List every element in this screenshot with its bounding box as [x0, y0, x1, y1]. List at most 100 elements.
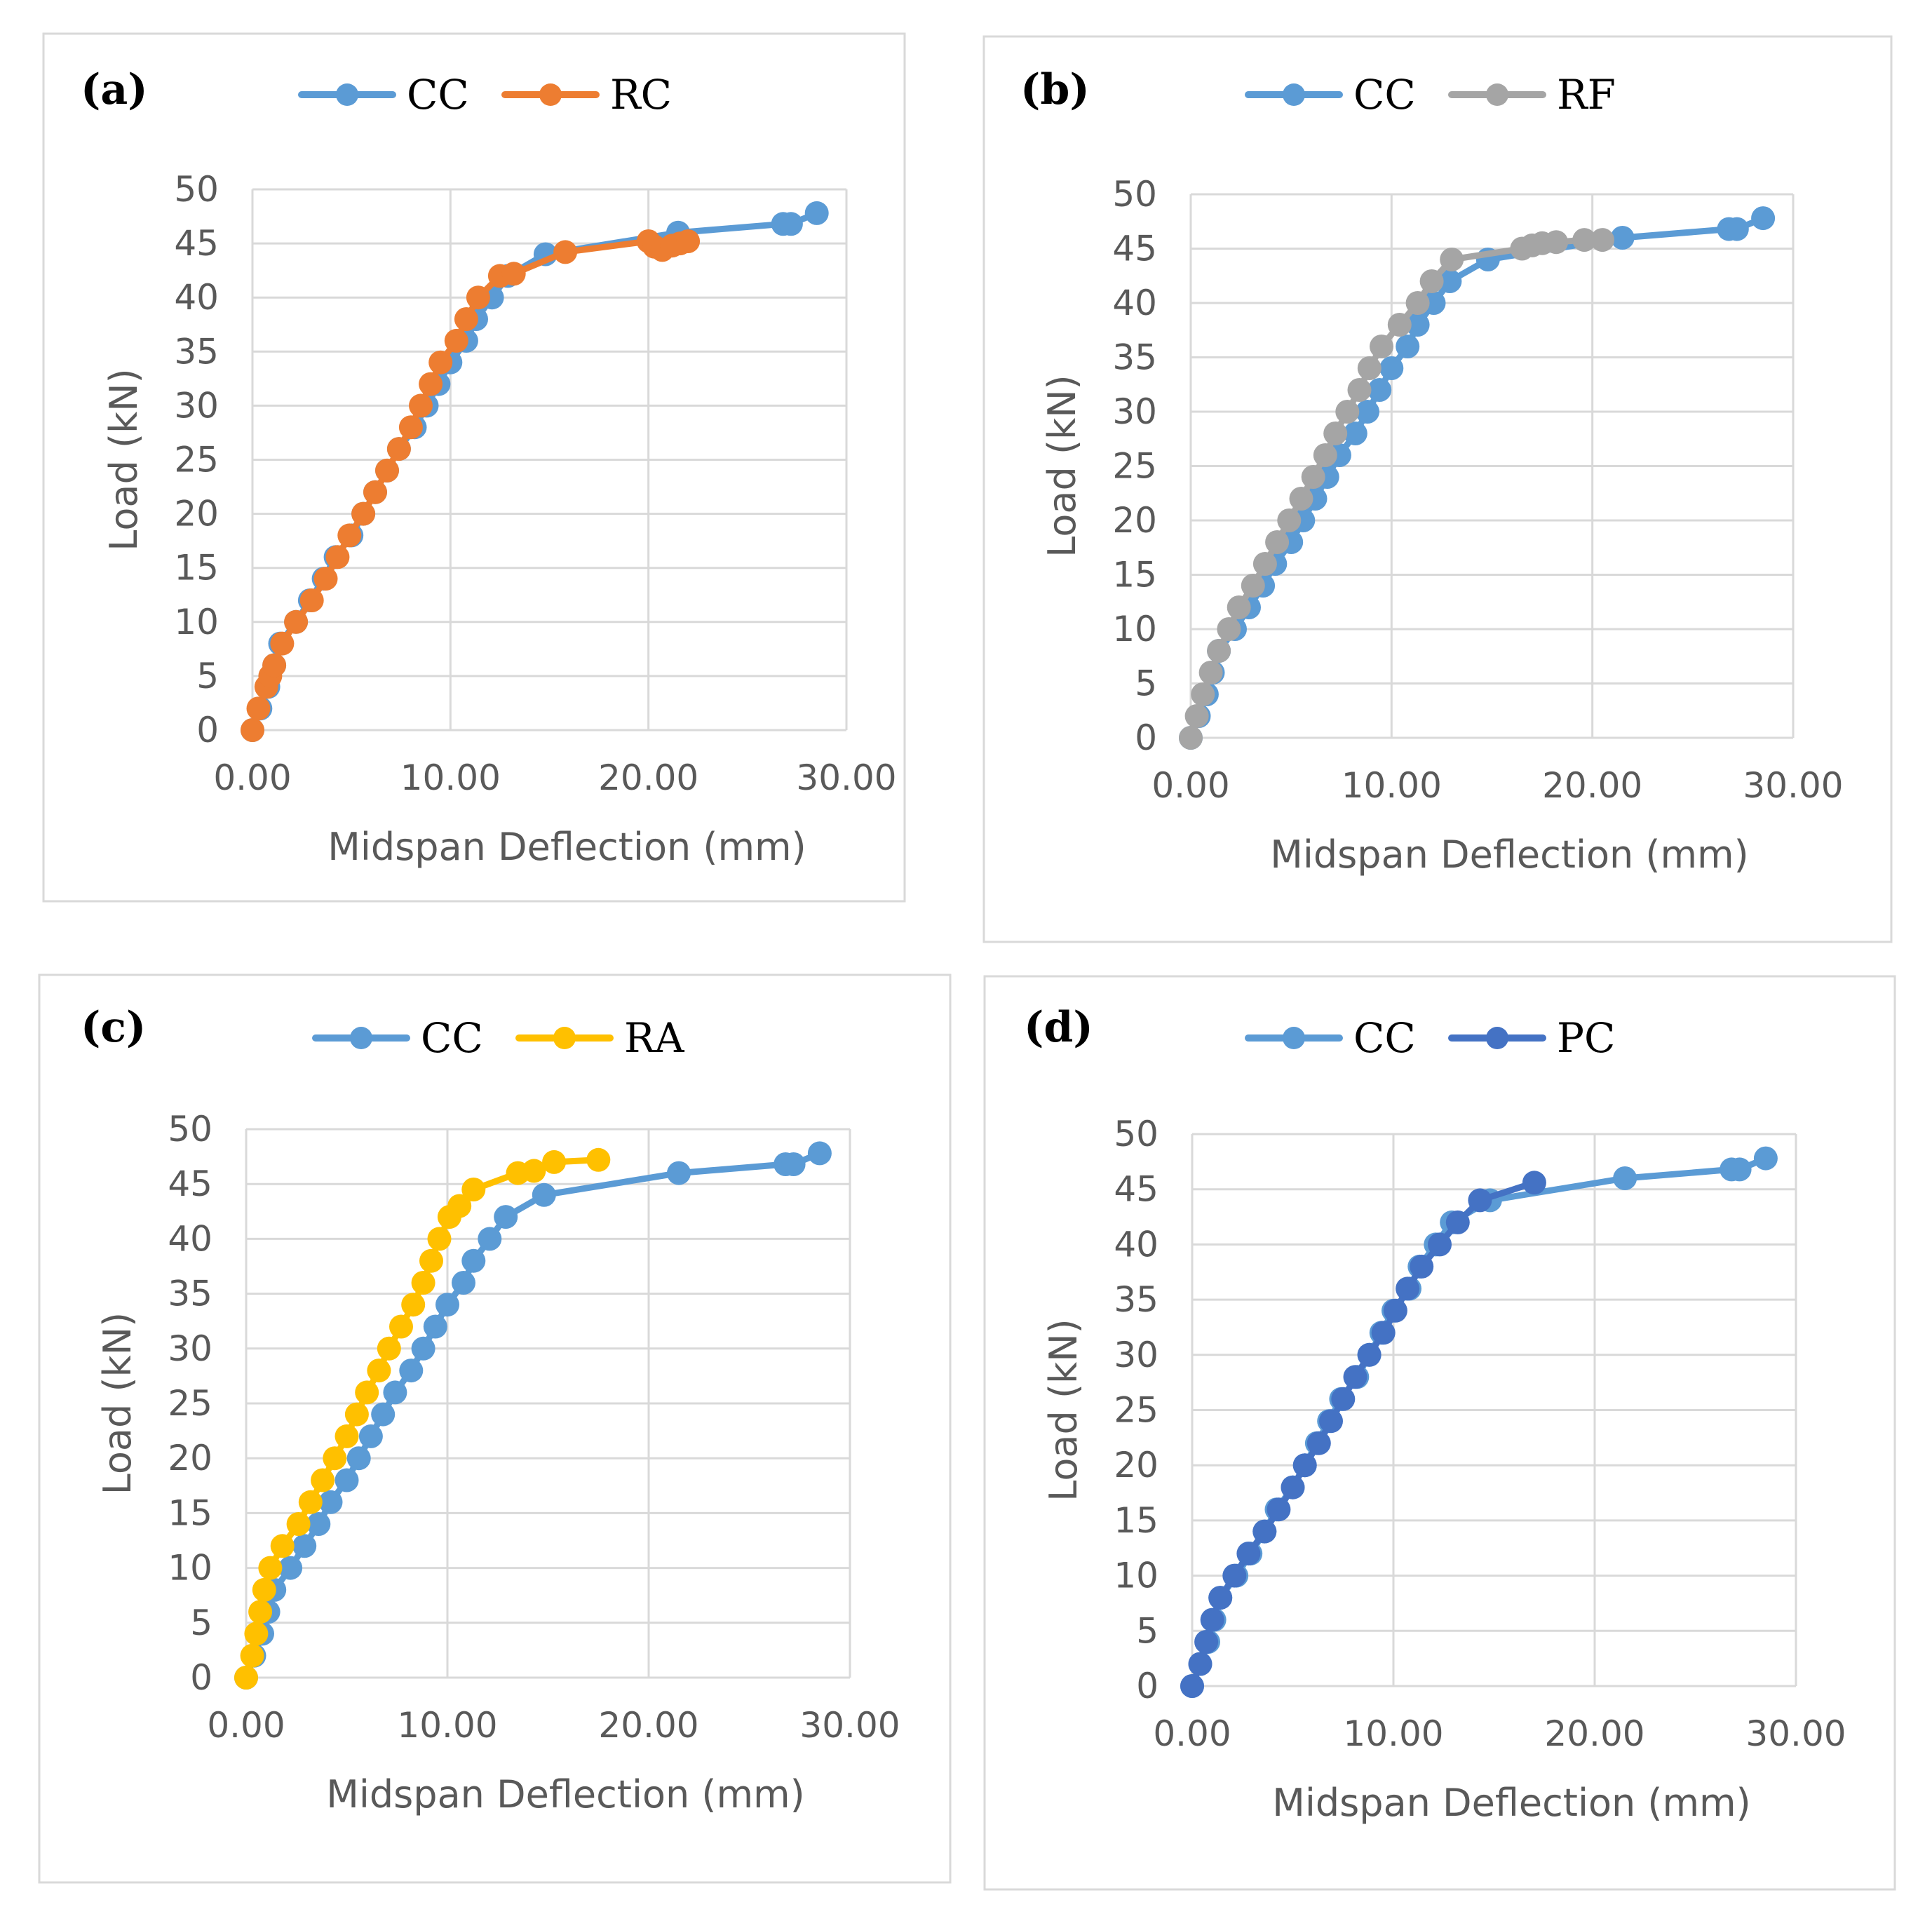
data-point-rf: [1323, 422, 1348, 445]
y-tick-label: 10: [1114, 1556, 1158, 1596]
data-point-cc: [1438, 269, 1462, 293]
y-tick-label: 0: [190, 1657, 212, 1698]
data-point-pc: [1252, 1519, 1277, 1544]
data-point-pc: [1428, 1232, 1452, 1257]
data-point-cc: [778, 212, 803, 236]
chart-panel-4: 0 5 10 15 20 25 30 35 40 45 50 0.00 10.00 20.00 30.00 M…: [983, 975, 1896, 1891]
data-point-ra: [389, 1314, 413, 1339]
data-point-ra: [461, 1178, 486, 1201]
data-point-cc: [423, 1314, 447, 1339]
y-tick-label: 20: [1114, 1445, 1158, 1485]
data-point-cc: [1405, 313, 1430, 337]
legend-marker-cc: [350, 1027, 372, 1049]
data-point-ra: [323, 1446, 347, 1471]
data-point-pc: [1371, 1321, 1396, 1345]
data-point-cc: [383, 1380, 407, 1405]
legend-label-cc: CC: [1353, 1014, 1416, 1062]
data-point-cc: [278, 1556, 303, 1580]
data-point-rc: [284, 609, 309, 634]
data-point-rc: [241, 718, 264, 742]
x-tick-label: 0.00: [1151, 765, 1229, 806]
y-tick-label: 45: [1114, 1169, 1158, 1210]
x-axis-title: Midspan Deflection (mm): [326, 1772, 804, 1816]
panel-label: (c): [81, 1003, 146, 1052]
y-tick-label: 25: [168, 1383, 212, 1424]
data-point-pc: [1396, 1276, 1420, 1301]
data-point-pc: [1188, 1652, 1212, 1676]
y-tick-label: 45: [1112, 229, 1157, 269]
data-point-rf: [1207, 639, 1231, 663]
data-point-cc: [346, 1446, 371, 1471]
data-point-cc: [1367, 378, 1392, 402]
panel-label: (d): [1024, 1003, 1093, 1052]
data-point-cc: [371, 1402, 396, 1427]
y-tick-label: 15: [1112, 555, 1157, 595]
y-tick-label: 25: [174, 440, 219, 480]
data-point-cc: [292, 1534, 317, 1558]
y-tick-label: 30: [168, 1328, 212, 1369]
y-tick-label: 30: [174, 385, 219, 426]
legend-label-pc: PC: [1557, 1014, 1615, 1062]
data-point-ra: [542, 1150, 567, 1174]
data-point-rc: [299, 588, 324, 612]
chart-panel-2: 0 5 10 15 20 25 30 35 40 45 50 0.00 10.00 20.00 30.00 M…: [982, 35, 1893, 943]
data-point-cc: [318, 1490, 343, 1514]
data-point-ra: [270, 1534, 295, 1558]
y-tick-label: 35: [1112, 337, 1157, 378]
data-point-cc: [1356, 400, 1379, 424]
data-point-ra: [335, 1424, 359, 1448]
y-tick-label: 35: [174, 331, 219, 372]
legend-label-ra: RA: [624, 1014, 685, 1062]
y-tick-label: 40: [174, 277, 219, 318]
data-point-rf: [1265, 530, 1290, 554]
data-point-ra: [311, 1468, 335, 1492]
data-point-ra: [244, 1622, 269, 1646]
data-point-cc: [1396, 335, 1420, 358]
data-point-pc: [1319, 1409, 1343, 1434]
data-point-ra: [367, 1359, 391, 1383]
data-point-rc: [444, 328, 468, 353]
data-point-rf: [1289, 487, 1313, 511]
data-point-ra: [377, 1336, 401, 1361]
data-point-pc: [1194, 1630, 1219, 1654]
y-tick-label: 0: [1136, 1666, 1158, 1706]
data-point-pc: [1180, 1674, 1204, 1698]
data-point-cc: [358, 1424, 383, 1448]
legend-marker-rf: [1486, 83, 1508, 106]
y-tick-label: 45: [168, 1164, 212, 1204]
y-tick-label: 50: [168, 1109, 212, 1150]
data-point-rc: [386, 437, 411, 461]
data-point-pc: [1222, 1563, 1247, 1588]
y-tick-label: 40: [1112, 283, 1157, 323]
data-point-cc: [532, 1182, 556, 1207]
x-tick-label: 0.00: [207, 1705, 285, 1746]
data-point-cc: [335, 1468, 359, 1492]
x-tick-label: 10.00: [397, 1705, 497, 1746]
y-tick-label: 5: [1136, 1610, 1158, 1651]
data-point-ra: [234, 1666, 258, 1690]
data-point-cc: [411, 1336, 435, 1361]
data-point-cc: [1753, 1146, 1778, 1171]
y-tick-label: 35: [168, 1274, 212, 1314]
data-point-rf: [1217, 617, 1241, 641]
y-tick-label: 50: [1112, 174, 1157, 215]
data-point-ra: [286, 1512, 311, 1536]
data-point-pc: [1468, 1188, 1492, 1213]
x-axis-title: Midspan Deflection (mm): [1270, 833, 1748, 877]
x-tick-label: 30.00: [799, 1705, 900, 1746]
data-point-rf: [1544, 230, 1569, 255]
data-point-cc: [1724, 217, 1749, 241]
y-tick-label: 15: [168, 1492, 212, 1533]
data-point-rf: [1179, 726, 1203, 750]
data-point-cc: [494, 1205, 518, 1229]
y-tick-label: 10: [1112, 609, 1157, 649]
data-point-rc: [398, 415, 423, 440]
y-axis-title: Load (kN): [95, 1312, 140, 1495]
y-tick-label: 20: [168, 1438, 212, 1478]
y-tick-label: 30: [1112, 391, 1157, 432]
data-point-pc: [1331, 1387, 1356, 1411]
data-point-pc: [1445, 1210, 1470, 1234]
data-point-rf: [1198, 661, 1223, 685]
data-point-rc: [337, 523, 362, 548]
y-tick-label: 15: [1114, 1500, 1158, 1541]
